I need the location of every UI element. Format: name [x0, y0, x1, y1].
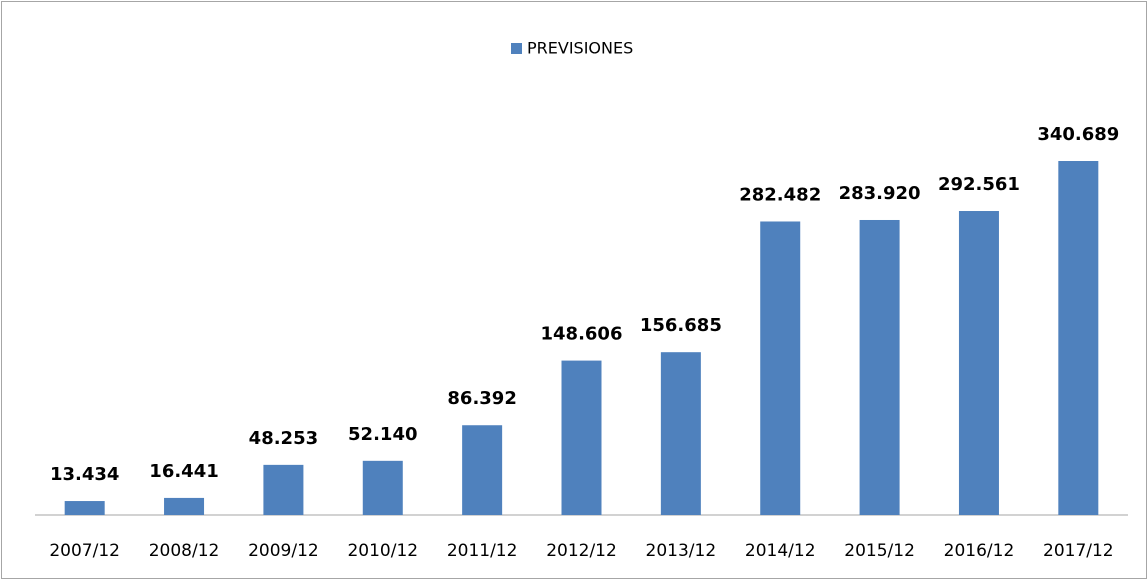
x-tick-label: 2013/12	[646, 541, 717, 561]
x-tick-label: 2007/12	[49, 541, 120, 561]
value-label: 292.561	[938, 174, 1020, 195]
value-label: 340.689	[1037, 124, 1119, 145]
bar	[561, 360, 602, 515]
x-tick-label: 2008/12	[149, 541, 220, 561]
x-tick-label: 2015/12	[844, 541, 915, 561]
legend-swatch	[511, 43, 522, 54]
value-label: 16.441	[149, 461, 218, 482]
x-tick-label: 2010/12	[347, 541, 418, 561]
bar	[660, 352, 701, 515]
bar	[1058, 161, 1099, 515]
x-tick-label: 2012/12	[546, 541, 617, 561]
value-label: 156.685	[640, 315, 722, 336]
bar	[263, 464, 304, 515]
value-label: 283.920	[839, 183, 921, 204]
bar	[164, 497, 205, 515]
x-tick-label: 2017/12	[1043, 541, 1114, 561]
bar	[64, 501, 105, 515]
value-label: 148.606	[541, 324, 623, 345]
value-label: 282.482	[739, 184, 821, 205]
legend-label: PREVISIONES	[527, 39, 633, 58]
value-label: 86.392	[447, 388, 516, 409]
bar	[362, 460, 403, 515]
value-label: 13.434	[50, 464, 119, 485]
bar	[958, 211, 999, 515]
x-tick-label: 2009/12	[248, 541, 319, 561]
x-tick-label: 2014/12	[745, 541, 816, 561]
bar	[859, 219, 900, 516]
x-tick-label: 2016/12	[944, 541, 1015, 561]
bar	[462, 425, 503, 515]
value-label: 48.253	[249, 428, 318, 449]
bar	[760, 221, 801, 515]
value-label: 52.140	[348, 424, 417, 445]
x-tick-label: 2011/12	[447, 541, 518, 561]
